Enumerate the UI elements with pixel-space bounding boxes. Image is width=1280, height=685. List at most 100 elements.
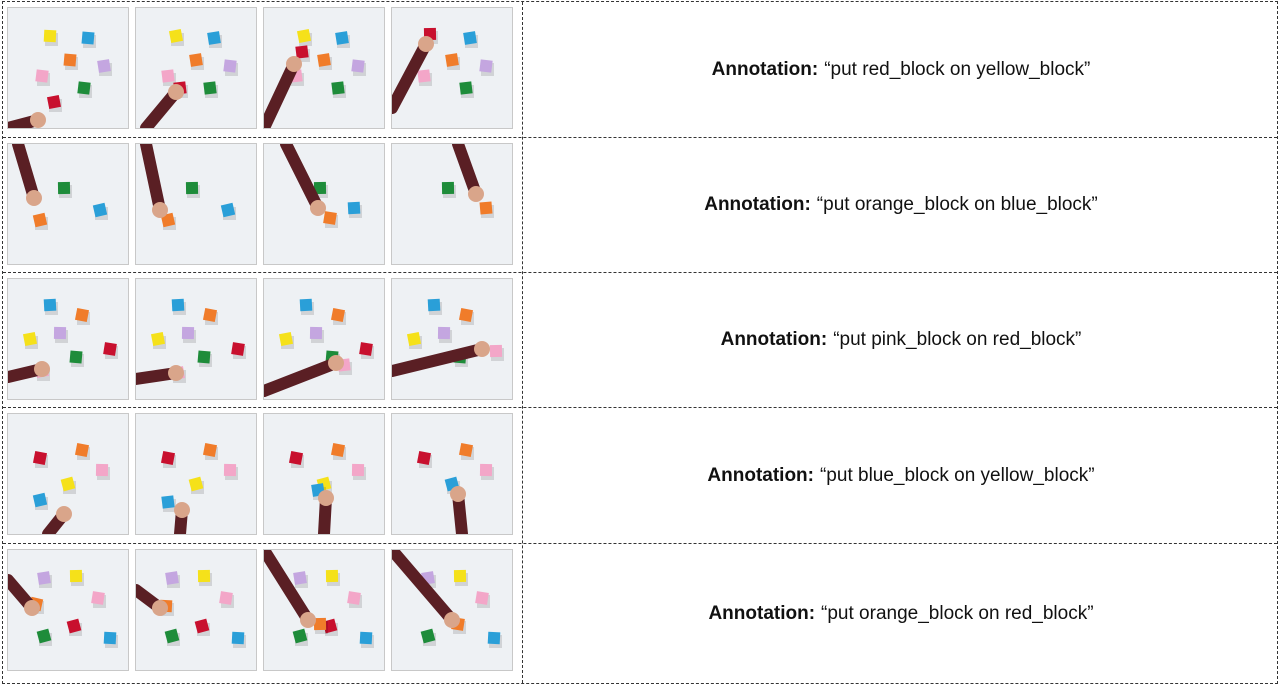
hand — [318, 490, 334, 506]
arm — [12, 144, 40, 204]
video-frame — [7, 143, 129, 265]
pink-block — [161, 69, 175, 83]
arm — [452, 144, 482, 200]
purple-block — [309, 326, 323, 340]
hand — [30, 112, 46, 128]
video-frame — [135, 143, 257, 265]
arm — [392, 38, 432, 114]
green-block — [420, 628, 436, 644]
orange-block — [63, 53, 77, 67]
annotation-label: Annotation: — [711, 58, 819, 80]
orange-block — [32, 212, 48, 228]
arm — [140, 144, 166, 216]
purple-block — [437, 326, 451, 340]
orange-block — [323, 211, 337, 225]
video-frame — [135, 7, 257, 129]
hand — [310, 200, 326, 216]
orange-block — [458, 442, 474, 458]
red-block — [103, 342, 117, 356]
hand — [286, 56, 302, 72]
video-frame — [391, 413, 513, 535]
annotation-caption: Annotation: “put orange_block on red_bloc… — [525, 544, 1277, 683]
purple-block — [479, 59, 493, 73]
pink-block — [475, 591, 489, 605]
purple-block — [181, 326, 195, 340]
video-frame — [135, 278, 257, 400]
hand — [174, 502, 190, 518]
hand — [26, 190, 42, 206]
pink-block — [489, 344, 503, 358]
green-block — [292, 628, 308, 644]
blue-block — [81, 31, 95, 45]
video-frame — [7, 413, 129, 535]
yellow-block — [60, 476, 76, 492]
pink-block — [223, 463, 237, 477]
purple-block — [223, 59, 237, 73]
yellow-block — [296, 28, 312, 44]
annotation-label: Annotation: — [708, 602, 816, 624]
video-frame — [391, 7, 513, 129]
green-block — [313, 181, 327, 195]
yellow-block — [150, 331, 166, 347]
green-block — [164, 628, 180, 644]
video-frame — [7, 7, 129, 129]
blue-block — [335, 31, 349, 45]
annotation-text: “put pink_block on red_block” — [833, 329, 1082, 350]
blue-block — [32, 492, 48, 508]
column-divider — [522, 2, 523, 683]
hand — [468, 186, 484, 202]
pink-block — [347, 591, 361, 605]
video-frame — [391, 143, 513, 265]
video-frame — [7, 278, 129, 400]
blue-block — [103, 631, 117, 645]
arm — [264, 550, 314, 626]
green-block — [185, 181, 199, 195]
hand — [56, 506, 72, 522]
pink-block — [479, 463, 493, 477]
green-block — [57, 181, 71, 195]
orange-block — [445, 53, 459, 67]
pink-block — [417, 69, 431, 83]
yellow-block — [453, 569, 467, 583]
pink-block — [351, 463, 365, 477]
orange-block — [202, 442, 218, 458]
green-block — [36, 628, 52, 644]
yellow-block — [325, 569, 339, 583]
yellow-block — [69, 569, 83, 583]
video-frame — [135, 413, 257, 535]
green-block — [331, 81, 345, 95]
annotation-label: Annotation: — [720, 329, 828, 350]
red-block — [32, 450, 48, 466]
annotation-text: “put blue_block on yellow_block” — [819, 464, 1095, 486]
video-frame — [135, 549, 257, 671]
yellow-block — [188, 476, 204, 492]
annotation-row: Annotation: “put orange_block on red_bloc… — [3, 543, 1277, 683]
blue-block — [427, 298, 441, 312]
pink-block — [95, 463, 109, 477]
hand — [444, 612, 460, 628]
pink-block — [91, 591, 105, 605]
annotation-text: “put orange_block on red_block” — [821, 602, 1094, 624]
blue-block — [43, 298, 57, 312]
red-block — [231, 342, 245, 356]
annotation-caption: Annotation: “put pink_block on red_block” — [525, 273, 1277, 407]
hand — [328, 355, 344, 371]
purple-block — [293, 571, 307, 585]
blue-block — [207, 31, 221, 45]
red-block — [194, 618, 210, 634]
purple-block — [37, 571, 51, 585]
hand — [34, 361, 50, 377]
arm — [392, 343, 488, 377]
orange-block — [313, 617, 327, 631]
yellow-block — [168, 28, 184, 44]
hand — [152, 202, 168, 218]
video-frame — [263, 7, 385, 129]
hand — [168, 84, 184, 100]
video-frame — [263, 413, 385, 535]
video-frame — [263, 143, 385, 265]
annotation-caption: Annotation: “put red_block on yellow_bloc… — [525, 2, 1277, 137]
blue-block — [220, 202, 236, 218]
red-block — [322, 618, 338, 634]
annotation-text: “put orange_block on blue_block” — [816, 194, 1098, 215]
blue-block — [299, 298, 313, 312]
